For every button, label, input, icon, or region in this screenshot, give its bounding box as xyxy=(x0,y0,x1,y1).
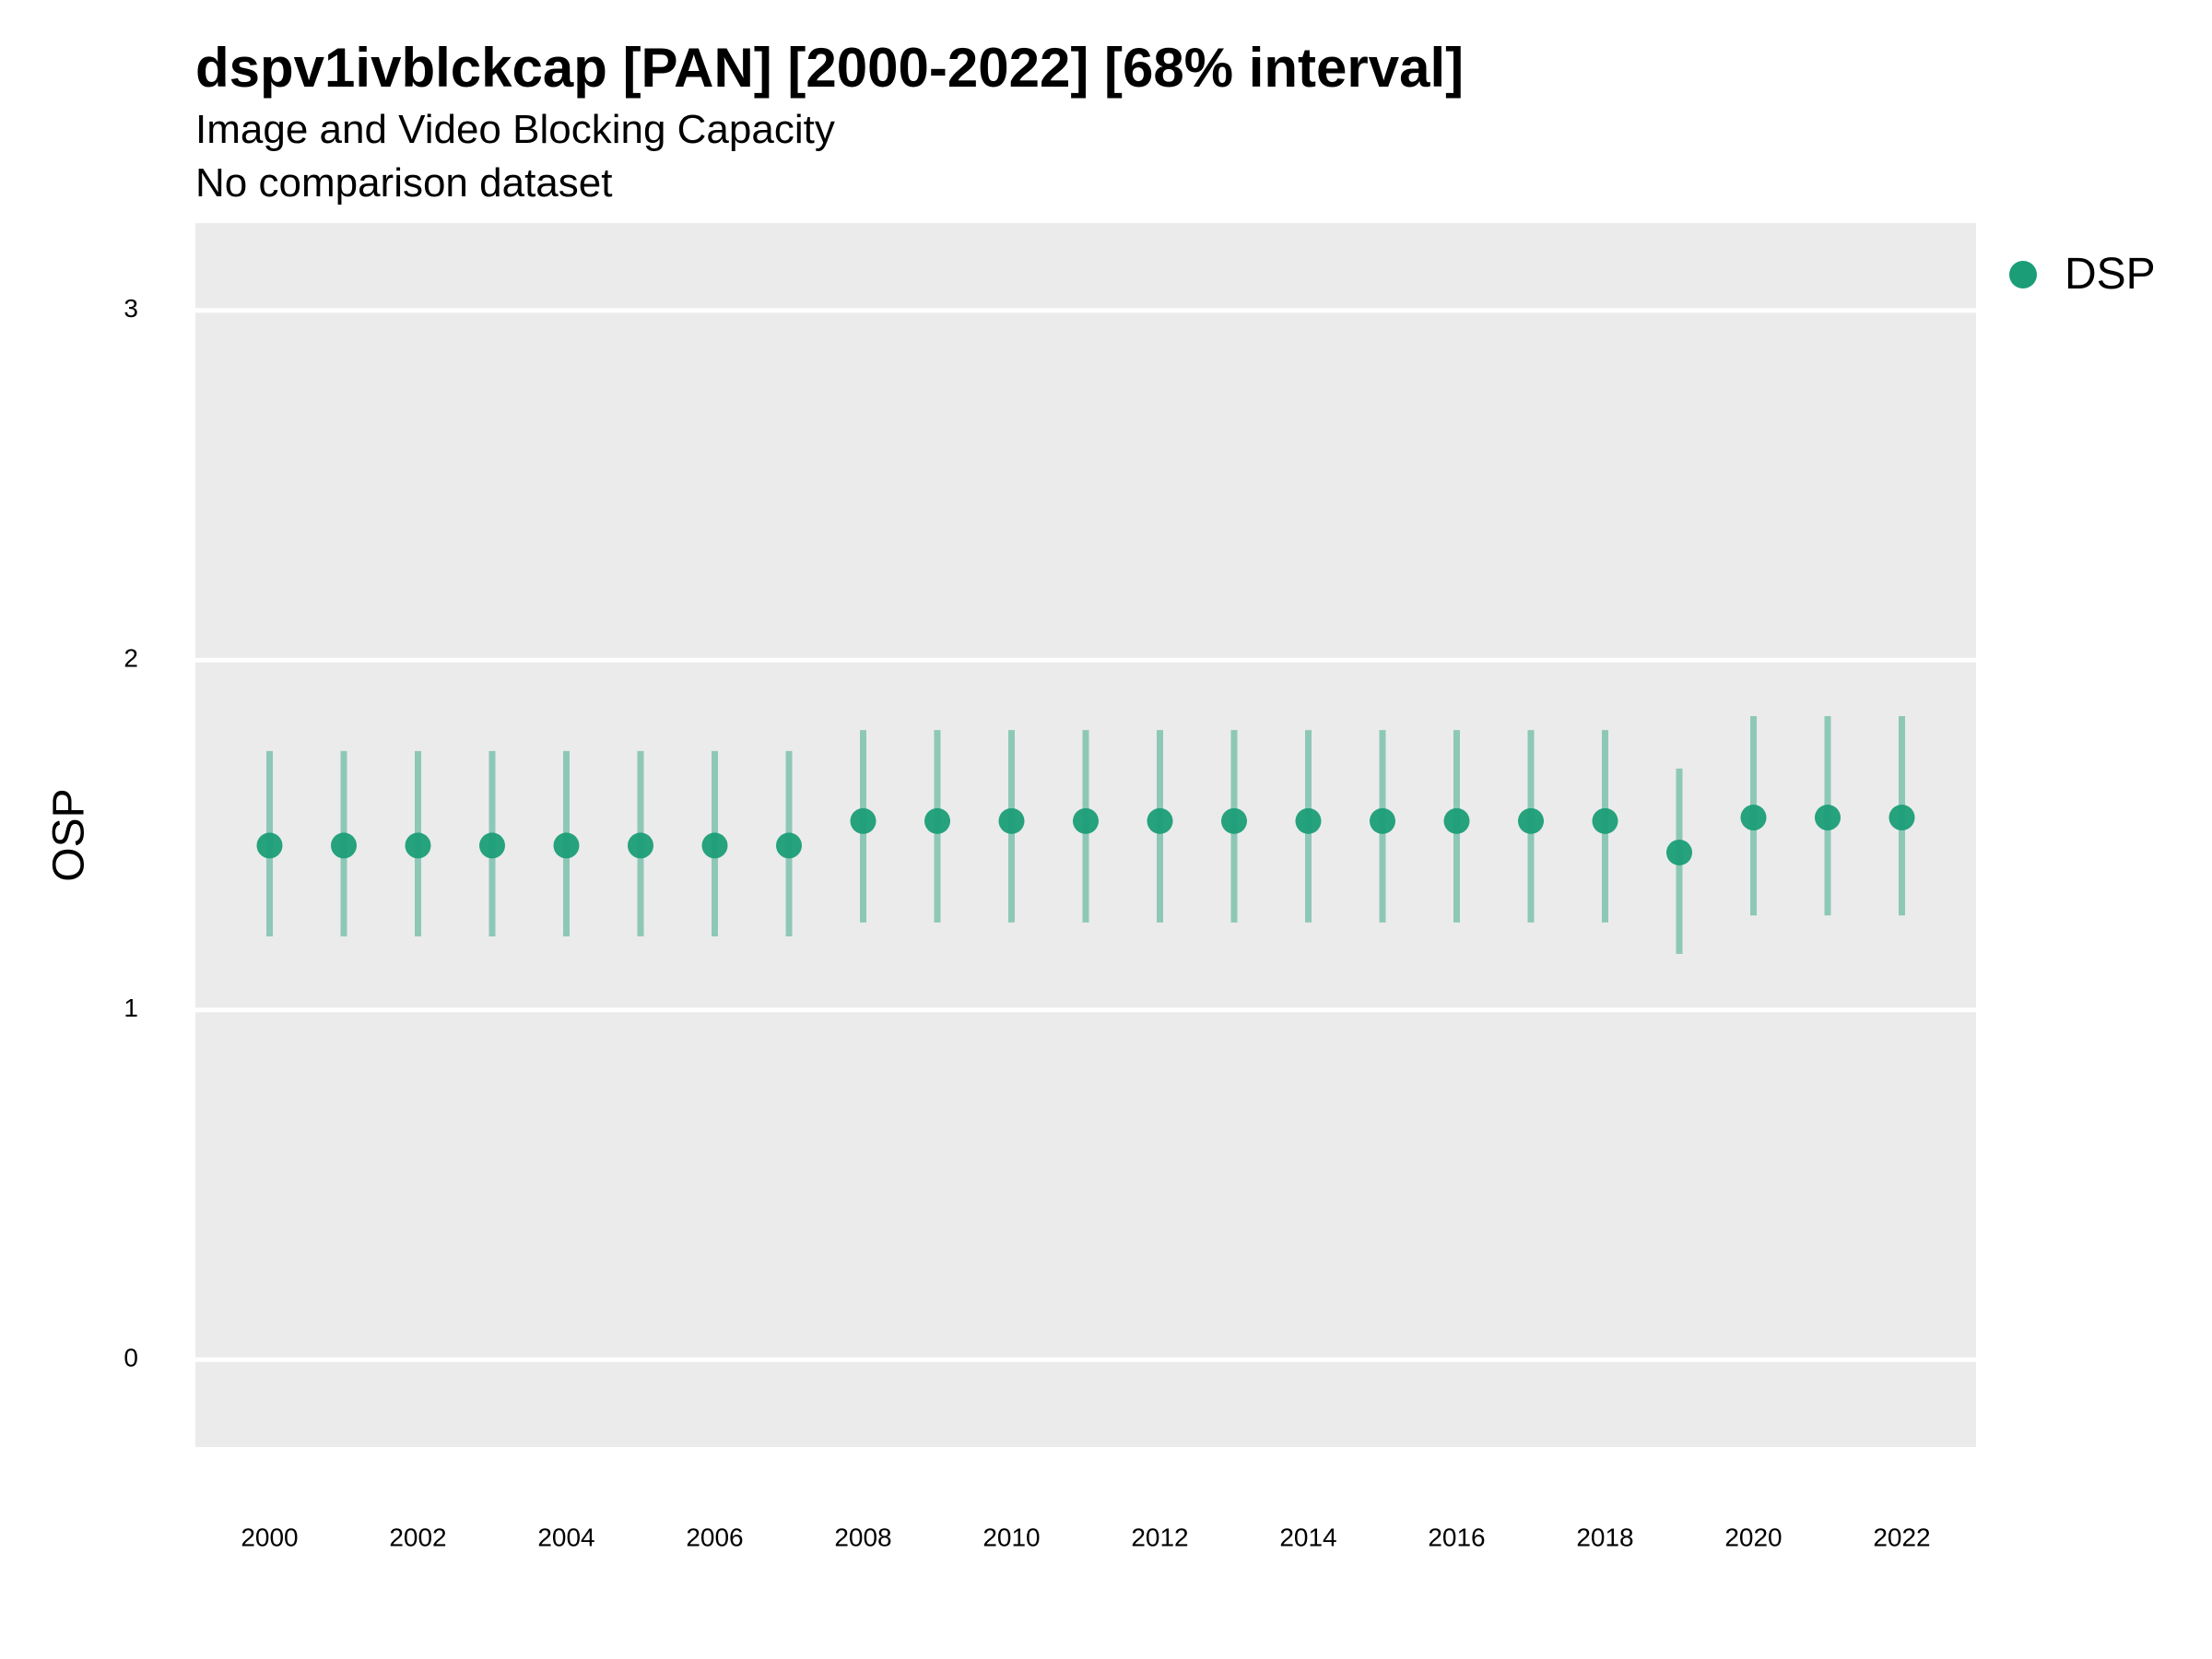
x-tick-label: 2010 xyxy=(982,1523,1040,1551)
x-tick-label: 2002 xyxy=(389,1523,446,1551)
data-point xyxy=(776,832,802,859)
data-point xyxy=(924,807,950,834)
data-point xyxy=(1888,805,1915,831)
x-tick-label: 2012 xyxy=(1131,1523,1188,1551)
data-point xyxy=(1147,807,1173,834)
x-tick-label: 2006 xyxy=(686,1523,743,1551)
grid-lines xyxy=(195,308,1976,1362)
data-points xyxy=(256,805,1915,865)
data-point xyxy=(1815,805,1841,831)
y-tick-label: 3 xyxy=(124,294,138,323)
data-point xyxy=(405,832,431,859)
data-point xyxy=(1295,807,1322,834)
y-tick-label: 1 xyxy=(124,994,138,1022)
x-tick-label: 2004 xyxy=(537,1523,594,1551)
data-point xyxy=(1518,807,1544,834)
data-point xyxy=(701,832,728,859)
data-point xyxy=(628,832,653,859)
x-tick-label: 2008 xyxy=(834,1523,891,1551)
data-point xyxy=(1221,807,1247,834)
data-point xyxy=(1740,805,1767,831)
data-point xyxy=(1666,839,1692,865)
data-point xyxy=(553,832,580,859)
data-point xyxy=(256,832,283,859)
x-tick-label: 2014 xyxy=(1279,1523,1336,1551)
y-axis-title: OSP xyxy=(45,788,94,881)
x-tick-label: 2018 xyxy=(1576,1523,1633,1551)
legend: DSP xyxy=(2009,249,2156,300)
chart-title: dspv1ivblckcap [PAN] [2000-2022] [68% in… xyxy=(195,37,1465,99)
y-axis-ticks: 0 1 2 3 xyxy=(124,294,138,1371)
chart-caption: No comparison dataset xyxy=(195,160,613,206)
x-tick-label: 2016 xyxy=(1428,1523,1485,1551)
x-tick-label: 2020 xyxy=(1724,1523,1782,1551)
legend-label-dsp: DSP xyxy=(2065,250,2156,299)
y-tick-label: 2 xyxy=(124,644,138,673)
data-point xyxy=(1073,807,1099,834)
data-point xyxy=(331,832,357,859)
x-axis-ticks: 2000 2002 2004 2006 2008 2010 2012 2014 2016 2018… xyxy=(241,1523,1930,1551)
chart-subtitle: Image and Video Blocking Capacity xyxy=(195,107,835,152)
data-point xyxy=(850,807,877,834)
data-point xyxy=(998,807,1025,834)
data-point xyxy=(1592,807,1618,834)
legend-key-dsp xyxy=(2009,261,2037,288)
x-tick-label: 2022 xyxy=(1873,1523,1930,1551)
data-point xyxy=(1443,807,1470,834)
y-tick-label: 0 xyxy=(124,1344,138,1372)
data-point xyxy=(479,832,505,859)
x-tick-label: 2000 xyxy=(241,1523,298,1551)
data-point xyxy=(1370,807,1395,834)
